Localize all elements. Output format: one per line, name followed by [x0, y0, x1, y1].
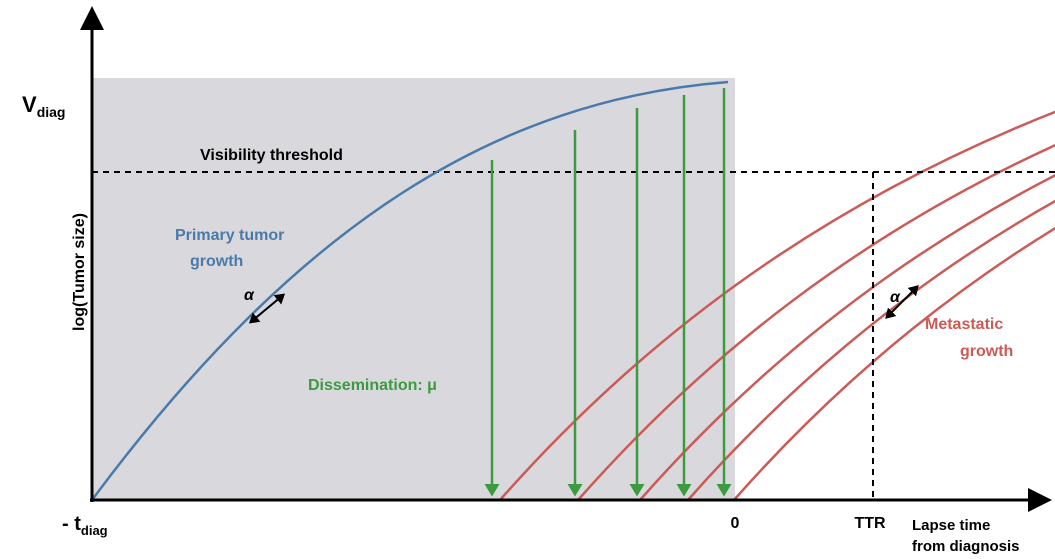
metastatic-label: growth: [960, 343, 1013, 360]
primary-label: Primary tumor: [175, 227, 284, 244]
primary-curve: [90, 80, 729, 501]
alpha-label: α: [244, 287, 255, 304]
threshold-label: Visibility threshold: [200, 147, 343, 164]
primary-label: growth: [190, 253, 243, 270]
zero-label: 0: [731, 515, 740, 532]
metastatic-curves: [499, 110, 1055, 501]
y-axis-label: log(Tumor size): [71, 213, 88, 331]
dissemination-arrows: [484, 88, 732, 497]
t-diag-label: - tdiag: [62, 513, 108, 538]
rate-arrow: [248, 293, 286, 324]
x-axis-label: from diagnosis: [912, 538, 1020, 555]
x-axis-label: Lapse time: [912, 517, 990, 534]
ttr-label: TTR: [854, 515, 886, 532]
alpha-label: α: [890, 289, 901, 306]
rate-arrow: [885, 285, 919, 319]
pre-diagnosis-region: [92, 78, 735, 500]
v-diag-label: Vdiag: [22, 92, 65, 120]
metastatic-label: Metastatic: [925, 316, 1003, 333]
dissemination-label: Dissemination: μ: [308, 377, 437, 394]
